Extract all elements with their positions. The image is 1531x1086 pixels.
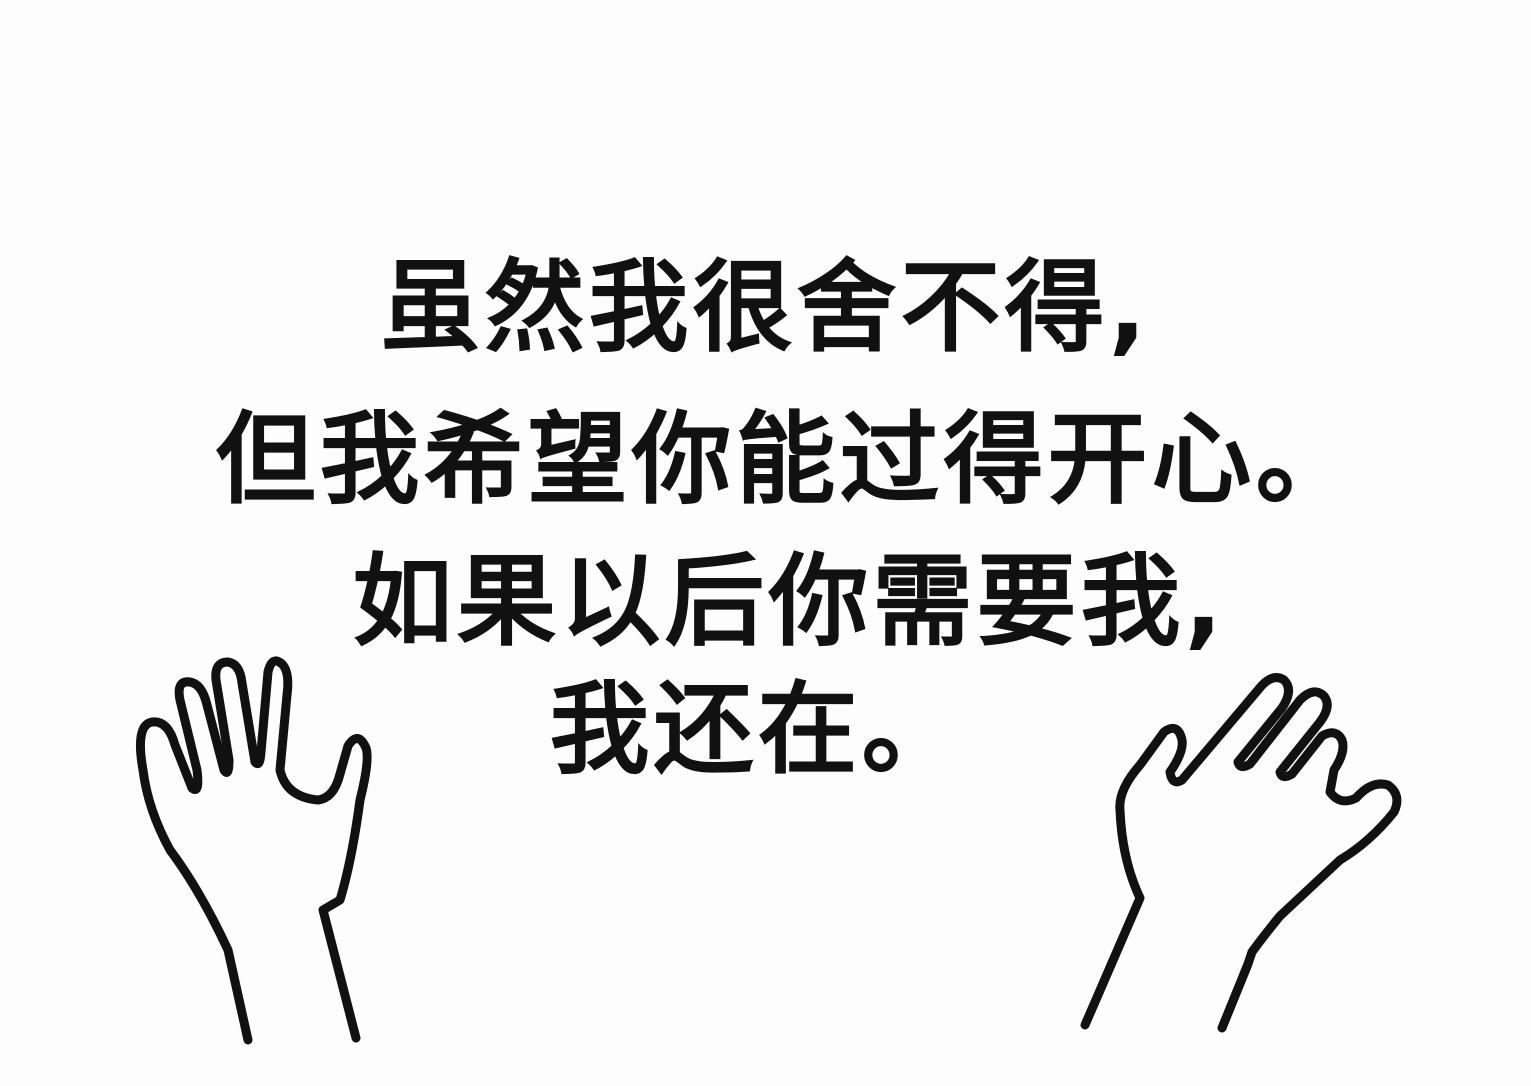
- message-line-1: 虽然我很舍不得,: [380, 249, 1151, 366]
- message-line-3: 如果以后你需要我,: [352, 543, 1227, 660]
- handwritten-message: 虽然我很舍不得, 但我希望你能过得开心。 如果以后你需要我, 我还在。: [0, 232, 1531, 806]
- message-line-2: 但我希望你能过得开心。: [215, 401, 1360, 518]
- message-line-4: 我还在。: [549, 671, 966, 788]
